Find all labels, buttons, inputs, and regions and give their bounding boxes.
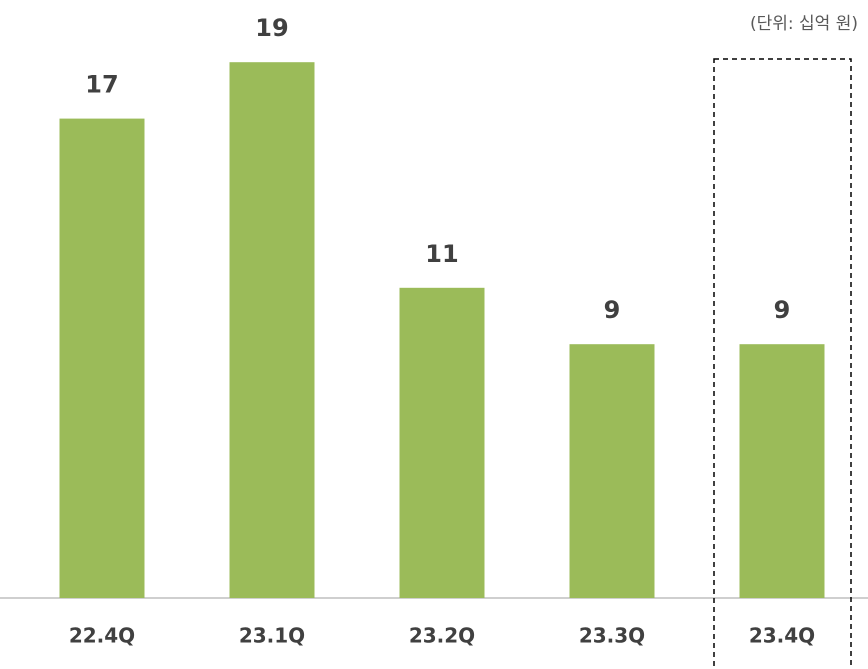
value-label: 17 — [85, 71, 118, 99]
x-tick-label: 23.3Q — [579, 624, 645, 648]
value-label: 9 — [774, 296, 791, 324]
x-tick-label: 22.4Q — [69, 624, 135, 648]
value-label: 19 — [255, 14, 288, 42]
unit-annotation: (단위: 십억 원) — [750, 14, 858, 34]
bar — [569, 344, 655, 598]
bar — [59, 118, 145, 598]
bar — [739, 344, 825, 598]
x-tick-label: 23.4Q — [749, 624, 815, 648]
value-label: 11 — [425, 240, 458, 268]
x-tick-label: 23.1Q — [239, 624, 305, 648]
bar — [399, 287, 485, 598]
bar — [229, 62, 315, 598]
x-tick-label: 23.2Q — [409, 624, 475, 648]
value-label: 9 — [604, 296, 621, 324]
highlight-box — [713, 58, 852, 669]
